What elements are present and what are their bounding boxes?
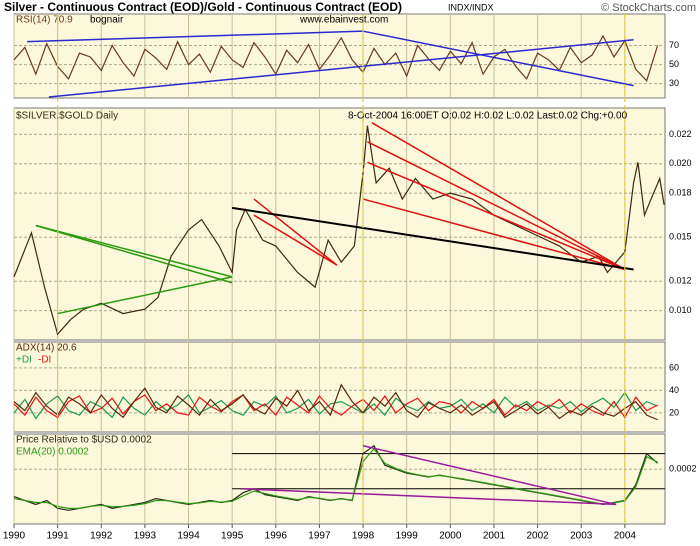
x-tick-label: 1998 xyxy=(352,531,375,542)
trend-line xyxy=(48,39,634,98)
legend-entry: EMA(20) 0.0002 xyxy=(16,447,89,458)
x-tick-label: 1993 xyxy=(134,531,157,542)
y-tick-label: 0.015 xyxy=(669,232,692,242)
x-tick-label: 2003 xyxy=(570,531,593,542)
x-tick-label: 1999 xyxy=(396,531,419,542)
panel xyxy=(13,341,666,433)
panel xyxy=(13,433,666,525)
trend-line xyxy=(253,214,338,266)
y-tick-label: 0.022 xyxy=(669,129,692,139)
trend-line xyxy=(371,122,626,271)
x-tick-label: 1994 xyxy=(177,531,200,542)
panel-annotation: bognair xyxy=(90,15,124,26)
trend-line xyxy=(35,224,233,278)
x-tick-label: 2004 xyxy=(614,531,637,542)
chart-title: Silver - Continuous Contract (EOD)/Gold … xyxy=(4,0,402,14)
y-tick-label: 60 xyxy=(669,362,679,372)
x-tick-label: 1995 xyxy=(221,531,244,542)
x-tick-label: 1990 xyxy=(3,531,26,542)
x-tick-label: 2001 xyxy=(483,531,506,542)
y-tick-label: 0.020 xyxy=(669,158,692,168)
trend-line xyxy=(57,276,233,315)
legend-entry: $SILVER:$GOLD Daily xyxy=(16,111,118,122)
trend-line xyxy=(362,445,617,506)
legend-entry: +DI xyxy=(16,355,32,366)
x-tick-label: 2002 xyxy=(526,531,549,542)
watermark: www.ebainvest.com xyxy=(299,15,388,26)
x-tick-label: 2000 xyxy=(439,531,462,542)
series-line xyxy=(13,447,658,509)
legend-entry: ADX(14) 20.6 xyxy=(16,343,77,354)
trend-line xyxy=(240,488,617,506)
y-tick-label: 20 xyxy=(669,407,679,417)
x-tick-label: 1997 xyxy=(308,531,331,542)
trend-line xyxy=(35,224,233,284)
x-tick-label: 1991 xyxy=(47,531,70,542)
trend-line xyxy=(362,198,626,271)
trend-line xyxy=(367,161,626,271)
legend-entry: -DI xyxy=(38,355,51,366)
y-tick-label: 30 xyxy=(669,78,679,88)
trend-line xyxy=(27,30,364,43)
x-tick-label: 1996 xyxy=(265,531,288,542)
y-tick-label: 40 xyxy=(669,385,679,395)
legend-entry: Price Relative to $USD 0.0002 xyxy=(16,435,152,446)
y-tick-label: 70 xyxy=(669,40,679,50)
exchange: INDX/INDX xyxy=(448,2,494,12)
panel xyxy=(13,13,666,99)
panel-annotation: 8-Oct-2004 16:00ET O:0.02 H:0.02 L:0.02 … xyxy=(348,111,628,122)
series-line xyxy=(13,125,665,336)
series-line xyxy=(13,394,658,419)
x-tick-label: 1992 xyxy=(90,531,113,542)
trend-line xyxy=(253,198,338,266)
trend-line xyxy=(362,30,634,87)
y-tick-label: 0.010 xyxy=(669,305,692,315)
y-tick-label: 50 xyxy=(669,59,679,69)
credit: © StockCharts.com xyxy=(601,2,696,14)
trend-line xyxy=(367,141,626,271)
series-line xyxy=(13,383,658,421)
legend-entry: RSI(14) 70.9 xyxy=(16,15,73,26)
y-tick-label: 0.0002 xyxy=(669,464,697,474)
y-tick-label: 0.012 xyxy=(669,276,692,286)
trend-line xyxy=(232,206,634,271)
series-line xyxy=(13,34,659,82)
y-tick-label: 0.018 xyxy=(669,188,692,198)
